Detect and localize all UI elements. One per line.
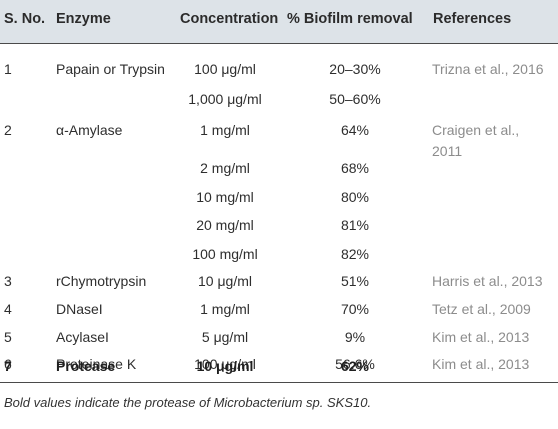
cell-biofilm-removal: 68%: [340, 160, 370, 176]
cell-enzyme: DNaseI: [56, 301, 103, 317]
cell-enzyme: Proteinase K: [56, 356, 137, 372]
cell-sno: 6: [4, 356, 12, 372]
table-row: 20 mg/ml 81%: [0, 210, 558, 240]
header-enzyme: Enzyme: [56, 11, 111, 27]
header-concentration: Concentration: [180, 11, 279, 27]
cell-biofilm-removal: 81%: [340, 217, 370, 233]
cell-enzyme: Papain or Trypsin: [56, 61, 165, 77]
cell-sno: 1: [4, 61, 12, 77]
cell-reference: Kim et al., 2013: [432, 329, 530, 345]
table-row: 10 mg/ml 80%: [0, 182, 558, 212]
table-row: 1 Papain or Trypsin 100 μg/ml 20–30% Trizna …: [0, 54, 558, 84]
table-row: 3 rChymotrypsin 10 μg/ml 51% Harris et al., …: [0, 266, 558, 296]
cell-concentration: 10 mg/ml: [196, 189, 254, 205]
cell-biofilm-removal: 80%: [340, 189, 370, 205]
cell-sno: 4: [4, 301, 12, 317]
cell-concentration: 1,000 μg/ml: [188, 91, 262, 107]
cell-concentration: 5 μg/ml: [201, 329, 249, 345]
table-row: 5 AcylaseI 5 μg/ml 9% Kim et al., 2013: [0, 322, 558, 352]
cell-sno: 5: [4, 329, 12, 345]
cell-reference: Craigen et al.,: [432, 122, 520, 138]
cell-biofilm-removal: 56.6%: [335, 356, 375, 372]
table-row: 7 Protease 10 μg/ml 62%: [0, 351, 558, 381]
cell-enzyme: α-Amylase: [56, 122, 123, 138]
header-references: References: [433, 11, 512, 27]
cell-biofilm-removal: 9%: [344, 329, 366, 345]
cell-biofilm-removal: 62%: [340, 358, 370, 374]
table-row: 100 mg/ml 82%: [0, 239, 558, 269]
cell-enzyme: rChymotrypsin: [56, 273, 147, 289]
cell-biofilm-removal: 50–60%: [329, 91, 381, 107]
table-row: 6 Proteinase K 100 μg/ml 56.6% Kim et al., 2…: [0, 349, 558, 379]
cell-reference-line2: 2011: [432, 143, 463, 159]
cell-sno: 3: [4, 273, 12, 289]
header-rule: [0, 43, 558, 44]
table-row: 4 DNaseI 1 mg/ml 70% Tetz et al., 2009: [0, 294, 558, 324]
header-sno: S. No.: [4, 11, 46, 27]
table-row: 2 α-Amylase 1 mg/ml 64% Craigen et al., 2011: [0, 115, 558, 159]
cell-biofilm-removal: 51%: [340, 273, 370, 289]
cell-reference: Kim et al., 2013: [432, 356, 530, 372]
cell-concentration: 100 mg/ml: [192, 246, 258, 262]
cell-reference: Harris et al., 2013: [432, 273, 543, 289]
cell-biofilm-removal: 64%: [340, 122, 370, 138]
cell-concentration: 1 mg/ml: [200, 122, 250, 138]
cell-reference: Trizna et al., 2016: [432, 61, 544, 77]
table-header: S. No. Enzyme Concentration % Biofilm re…: [0, 0, 558, 43]
cell-concentration: 2 mg/ml: [200, 160, 250, 176]
cell-biofilm-removal: 70%: [340, 301, 370, 317]
cell-biofilm-removal: 82%: [340, 246, 370, 262]
cell-concentration: 1 mg/ml: [200, 301, 250, 317]
cell-concentration: 10 μg/ml: [198, 273, 252, 289]
cell-sno: 2: [4, 122, 12, 138]
cell-concentration: 20 mg/ml: [196, 217, 254, 233]
table-row: 1,000 μg/ml 50–60%: [0, 84, 558, 114]
cell-reference: Tetz et al., 2009: [432, 301, 531, 317]
table-row: 2 mg/ml 68%: [0, 153, 558, 183]
bottom-rule: [0, 382, 558, 383]
table-footnote: Bold values indicate the protease of Mic…: [4, 395, 372, 410]
header-biofilm-removal: % Biofilm removal: [287, 11, 413, 27]
cell-concentration: 100 μg/ml: [194, 356, 256, 372]
cell-enzyme: AcylaseI: [56, 329, 109, 345]
cell-biofilm-removal: 20–30%: [329, 61, 381, 77]
cell-concentration: 100 μg/ml: [194, 61, 256, 77]
cell-enzyme: Protease: [56, 358, 116, 374]
cell-concentration: 10 μg/ml: [196, 358, 254, 374]
cell-sno: 7: [4, 358, 12, 374]
